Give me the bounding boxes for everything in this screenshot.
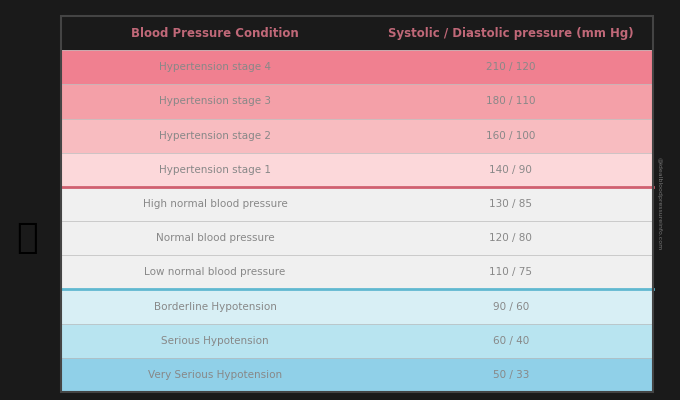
Text: 90 / 60: 90 / 60	[493, 302, 529, 312]
Text: @idealbloodpressureinfo.com: @idealbloodpressureinfo.com	[656, 157, 661, 251]
Bar	[61, 187, 653, 221]
Text: 120 / 80: 120 / 80	[490, 233, 532, 243]
Text: 140 / 90: 140 / 90	[490, 165, 532, 175]
Text: Hypertension stage 1: Hypertension stage 1	[159, 165, 271, 175]
Text: Hypertension stage 3: Hypertension stage 3	[159, 96, 271, 106]
Bar	[61, 84, 653, 118]
Text: Very Serious Hypotension: Very Serious Hypotension	[148, 370, 282, 380]
Bar	[61, 118, 653, 153]
Text: 180 / 110: 180 / 110	[486, 96, 536, 106]
Text: Blood Pressure Condition: Blood Pressure Condition	[131, 26, 299, 40]
Text: High normal blood pressure: High normal blood pressure	[143, 199, 288, 209]
Text: 210 / 120: 210 / 120	[486, 62, 536, 72]
Text: Borderline Hypotension: Borderline Hypotension	[154, 302, 277, 312]
Bar	[61, 50, 653, 84]
Bar	[61, 16, 653, 50]
Bar	[61, 16, 653, 392]
Text: 60 / 40: 60 / 40	[493, 336, 529, 346]
Text: 130 / 85: 130 / 85	[490, 199, 532, 209]
Text: 160 / 100: 160 / 100	[486, 131, 536, 141]
Text: Serious Hypotension: Serious Hypotension	[161, 336, 269, 346]
Text: Low normal blood pressure: Low normal blood pressure	[144, 267, 286, 277]
Bar	[61, 324, 653, 358]
Bar	[61, 153, 653, 187]
Bar	[61, 358, 653, 392]
Text: 50 / 33: 50 / 33	[492, 370, 529, 380]
Text: Hypertension stage 2: Hypertension stage 2	[159, 131, 271, 141]
Text: Normal blood pressure: Normal blood pressure	[156, 233, 274, 243]
Text: Hypertension stage 4: Hypertension stage 4	[159, 62, 271, 72]
Text: 👍: 👍	[16, 221, 38, 255]
Bar	[61, 290, 653, 324]
Bar	[61, 221, 653, 255]
Text: Systolic / Diastolic pressure (mm Hg): Systolic / Diastolic pressure (mm Hg)	[388, 26, 634, 40]
Bar	[61, 255, 653, 290]
Text: 110 / 75: 110 / 75	[490, 267, 532, 277]
